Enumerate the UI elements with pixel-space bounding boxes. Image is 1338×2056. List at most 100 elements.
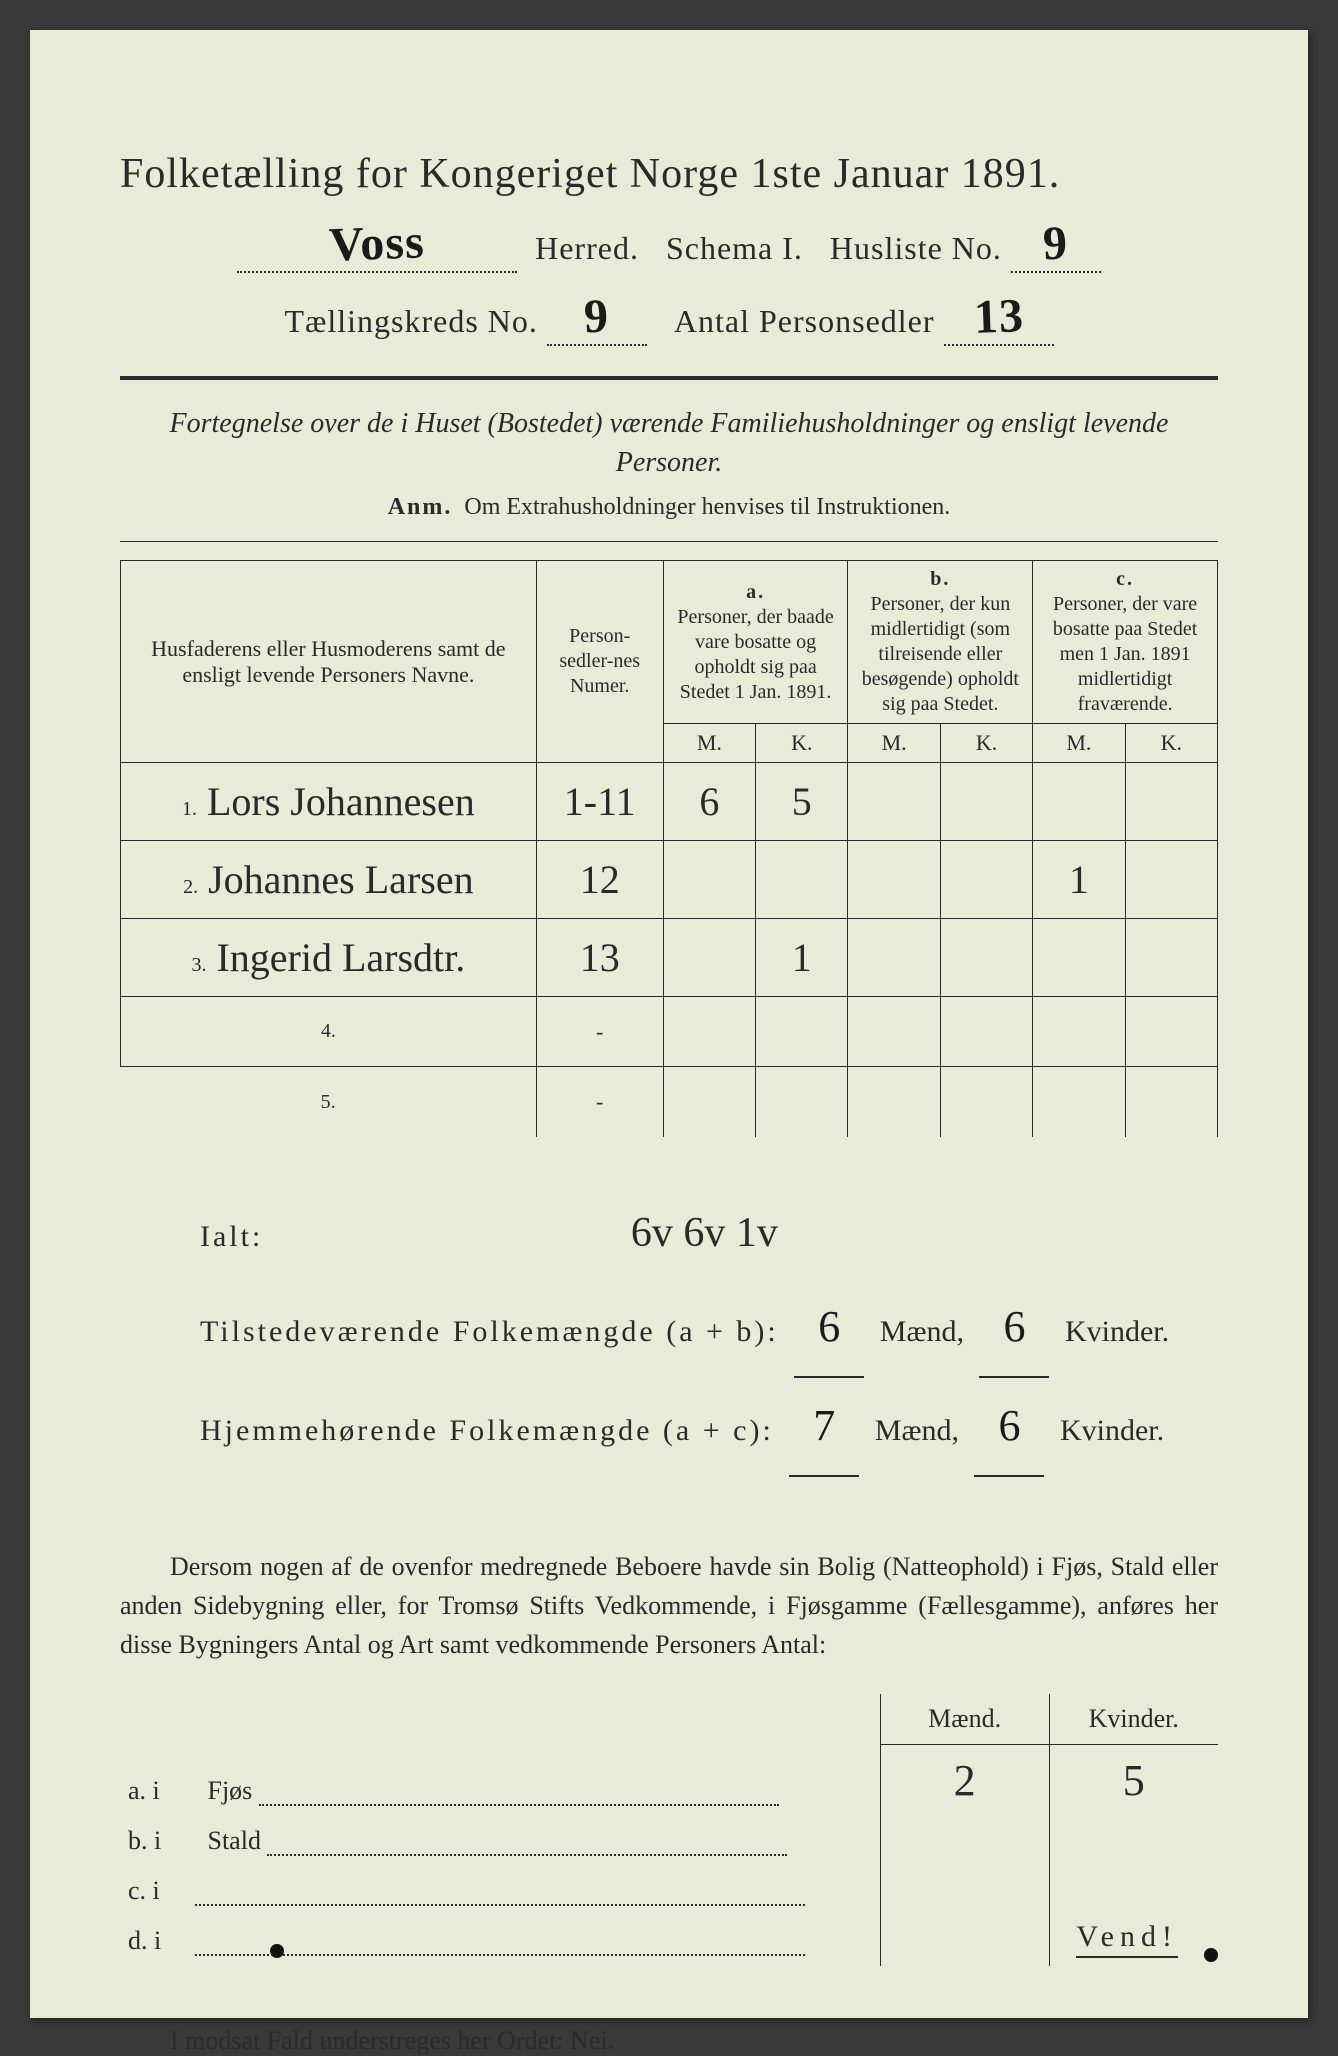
cell-num: -	[536, 1067, 663, 1137]
cell-bm	[848, 763, 940, 841]
page-title: Folketælling for Kongeriget Norge 1ste J…	[120, 150, 1218, 198]
bld-m: 2	[880, 1744, 1049, 1816]
cell-bm	[848, 1067, 940, 1137]
bld-hdr-m: Mænd.	[880, 1694, 1049, 1745]
herred-value: Voss	[328, 214, 425, 272]
table-row: 1. Lors Johannesen 1-11 6 5	[121, 763, 1218, 841]
header-line-3: Tællingskreds No. 9 Antal Personsedler 1…	[120, 289, 1218, 346]
totals-ab: Tilstedeværende Folkemængde (a + b): 6 M…	[200, 1279, 1218, 1378]
vend-label: Vend!	[1076, 1920, 1178, 1958]
hdr-a-k: K.	[756, 724, 848, 763]
cell-cm	[1033, 919, 1125, 997]
row-name: Johannes Larsen	[208, 857, 473, 902]
cell-am	[663, 997, 755, 1067]
row-name: Lors Johannesen	[207, 779, 475, 824]
row-idx: 2.	[183, 876, 198, 898]
cell-ck	[1125, 841, 1217, 919]
bld-spacer	[120, 1694, 880, 1745]
row-idx: 3.	[191, 954, 206, 976]
kreds-no: 9	[583, 289, 610, 345]
buildings-paragraph: Dersom nogen af de ovenfor medregnede Be…	[120, 1547, 1218, 1664]
hdr-c-m: M.	[1033, 724, 1125, 763]
cell-ck	[1125, 1067, 1217, 1137]
husliste-label: Husliste No.	[830, 230, 1002, 266]
cell-cm	[1033, 997, 1125, 1067]
bld-name: Fjøs	[208, 1776, 253, 1805]
ac-label: Hjemmehørende Folkemængde (a + c):	[200, 1398, 774, 1464]
row-name: Ingerid Larsdtr.	[216, 935, 465, 980]
herred-label: Herred.	[535, 230, 639, 266]
bld-name: Stald	[208, 1826, 261, 1855]
cell-cm: 1	[1033, 841, 1125, 919]
husliste-no: 9	[1042, 216, 1069, 272]
kreds-no-field: 9	[547, 289, 647, 346]
kvinder-label: Kvinder.	[1060, 1414, 1164, 1447]
row-idx: 1.	[182, 798, 197, 820]
husliste-no-field: 9	[1011, 216, 1101, 273]
bld-m	[880, 1816, 1049, 1866]
col-header-name-text: Husfaderens eller Husmoderens samt de en…	[151, 636, 505, 687]
bld-row: a. i Fjøs 2 5	[120, 1744, 1218, 1816]
table-row: 4. -	[121, 997, 1218, 1067]
c-text: Personer, der vare bosatte paa Stedet me…	[1053, 593, 1197, 715]
hdr-b-m: M.	[848, 724, 940, 763]
totals-ac: Hjemmehørende Folkemængde (a + c): 7 Mæn…	[200, 1378, 1218, 1477]
bld-lead: d. i	[128, 1926, 188, 1956]
bld-m	[880, 1916, 1049, 1966]
cell-num: 12	[536, 841, 663, 919]
hdr-b-k: K.	[940, 724, 1032, 763]
cell-ak	[756, 841, 848, 919]
cell-bm	[848, 841, 940, 919]
bld-k: 5	[1049, 1744, 1218, 1816]
bld-label: d. i	[120, 1916, 880, 1966]
cell-ck	[1125, 919, 1217, 997]
bld-row: c. i	[120, 1866, 1218, 1916]
antal-field: 13	[944, 289, 1054, 346]
bld-k	[1049, 1816, 1218, 1866]
ink-dot-icon	[1204, 1948, 1218, 1962]
census-table: Husfaderens eller Husmoderens samt de en…	[120, 560, 1218, 1137]
table-row: 5. -	[121, 1067, 1218, 1137]
b-tag: b.	[856, 567, 1024, 592]
totals-block: Ialt: 6v 6v 1v Tilstedeværende Folkemæng…	[120, 1187, 1218, 1477]
cell-am	[663, 841, 755, 919]
cell-name: 2. Johannes Larsen	[121, 841, 537, 919]
cell-bk	[940, 919, 1032, 997]
a-text: Personer, der baade vare bosatte og opho…	[677, 606, 833, 703]
ac-k: 6	[998, 1378, 1020, 1475]
cell-name: 3. Ingerid Larsdtr.	[121, 919, 537, 997]
ialt-scratch: 6v 6v 1v	[631, 1187, 778, 1279]
bld-label: b. i Stald	[120, 1816, 880, 1866]
a-tag: a.	[672, 580, 840, 605]
cell-am	[663, 919, 755, 997]
dots-icon	[259, 1782, 779, 1805]
cell-bk	[940, 1067, 1032, 1137]
kreds-label: Tællingskreds No.	[284, 303, 537, 339]
divider	[120, 541, 1218, 542]
kvinder-label: Kvinder.	[1065, 1315, 1169, 1348]
maend-label: Mænd,	[875, 1414, 959, 1447]
dots-icon	[267, 1832, 787, 1855]
subtitle: Fortegnelse over de i Huset (Bostedet) v…	[160, 404, 1178, 482]
bld-hdr-k: Kvinder.	[1049, 1694, 1218, 1745]
antal-label: Antal Personsedler	[674, 303, 935, 339]
cell-cm	[1033, 1067, 1125, 1137]
c-tag: c.	[1041, 567, 1209, 592]
hdr-c-k: K.	[1125, 724, 1217, 763]
col-header-name: Husfaderens eller Husmoderens samt de en…	[121, 561, 537, 763]
cell-cm	[1033, 763, 1125, 841]
cell-num: 13	[536, 919, 663, 997]
hdr-a-m: M.	[663, 724, 755, 763]
cell-ak	[756, 1067, 848, 1137]
bld-k	[1049, 1866, 1218, 1916]
cell-ak	[756, 997, 848, 1067]
cell-bm	[848, 997, 940, 1067]
ac-m: 7	[813, 1378, 835, 1475]
cell-bk	[940, 997, 1032, 1067]
cell-num: -	[536, 997, 663, 1067]
cell-ak: 5	[756, 763, 848, 841]
bld-row: d. i	[120, 1916, 1218, 1966]
anm-line: Anm. Om Extrahusholdninger henvises til …	[120, 494, 1218, 521]
ab-k: 6	[1003, 1279, 1025, 1376]
cell-ak: 1	[756, 919, 848, 997]
